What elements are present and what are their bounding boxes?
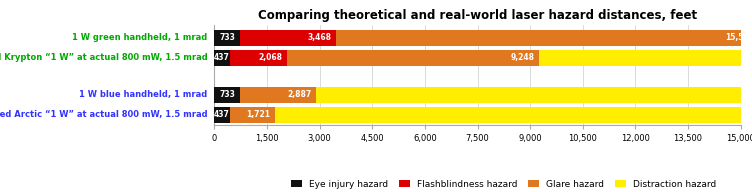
Text: 733: 733 bbox=[220, 33, 235, 42]
Bar bbox=[214, 107, 274, 123]
Bar bbox=[214, 87, 741, 103]
Bar bbox=[214, 107, 229, 123]
Text: 437: 437 bbox=[214, 110, 230, 119]
Text: Wicked Arctic “1 W” at actual 800 mW, 1.5 mrad: Wicked Arctic “1 W” at actual 800 mW, 1.… bbox=[0, 110, 208, 119]
Text: 1,721: 1,721 bbox=[247, 110, 271, 119]
Text: 15,509: 15,509 bbox=[726, 33, 752, 42]
Text: 3,468: 3,468 bbox=[308, 33, 332, 42]
Bar bbox=[214, 50, 539, 66]
Bar bbox=[214, 107, 741, 123]
Bar bbox=[214, 30, 752, 46]
Bar bbox=[214, 50, 741, 66]
Legend: Eye injury hazard, Flashblindness hazard, Glare hazard, Distraction hazard: Eye injury hazard, Flashblindness hazard… bbox=[287, 176, 720, 192]
Bar bbox=[214, 87, 316, 103]
Text: 9,248: 9,248 bbox=[511, 53, 535, 62]
Bar bbox=[214, 87, 240, 103]
Title: Comparing theoretical and real-world laser hazard distances, feet: Comparing theoretical and real-world las… bbox=[258, 9, 697, 22]
Text: 1 W blue handheld, 1 mrad: 1 W blue handheld, 1 mrad bbox=[79, 90, 208, 99]
Bar bbox=[214, 30, 336, 46]
Bar bbox=[214, 30, 752, 46]
Text: 2,887: 2,887 bbox=[287, 90, 311, 99]
Bar bbox=[214, 50, 287, 66]
Text: 437: 437 bbox=[214, 53, 230, 62]
Text: 733: 733 bbox=[220, 90, 235, 99]
Text: 2,068: 2,068 bbox=[259, 53, 283, 62]
Text: Wicked Krypton “1 W” at actual 800 mW, 1.5 mrad: Wicked Krypton “1 W” at actual 800 mW, 1… bbox=[0, 53, 208, 62]
Bar bbox=[214, 30, 240, 46]
Bar bbox=[214, 50, 229, 66]
Text: 1 W green handheld, 1 mrad: 1 W green handheld, 1 mrad bbox=[72, 33, 208, 42]
